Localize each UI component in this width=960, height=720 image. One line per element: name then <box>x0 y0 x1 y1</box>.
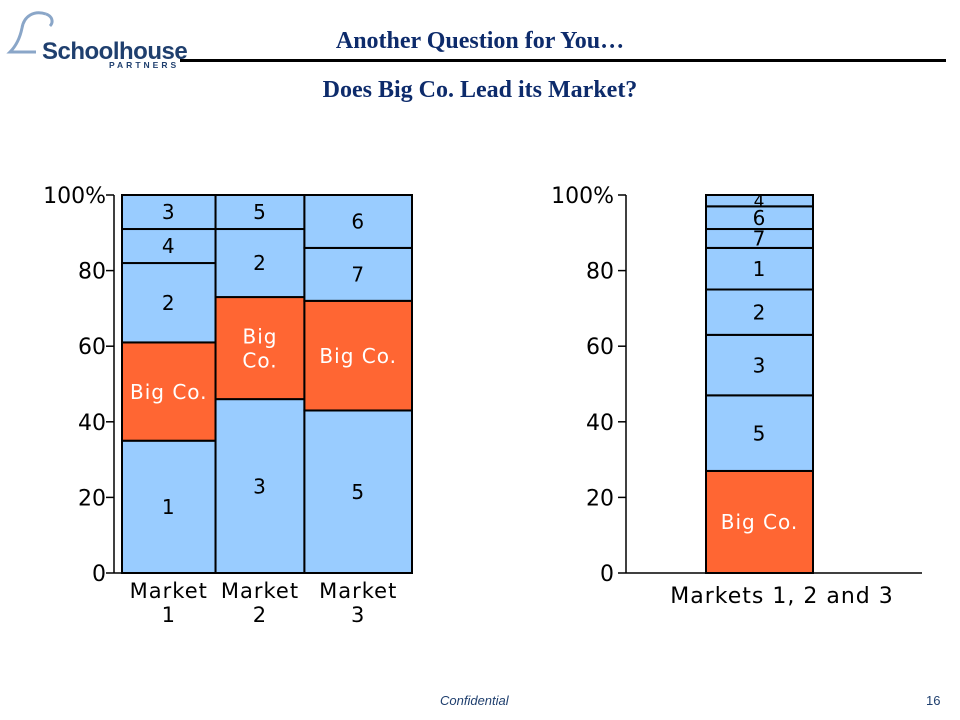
category-label: 3 <box>351 603 365 627</box>
y-tick-label: 100% <box>43 184 106 209</box>
y-tick-label: 80 <box>78 260 106 285</box>
category-label: Market <box>221 579 299 603</box>
logo-subtitle: PARTNERS <box>109 60 180 70</box>
segment-label: 7 <box>753 227 767 251</box>
segment-label: Big <box>242 324 277 348</box>
segment-label: 2 <box>753 300 767 324</box>
segment-label: 3 <box>253 474 267 498</box>
segment-label: 7 <box>351 263 365 287</box>
category-label: 2 <box>253 603 267 627</box>
segment-label: 2 <box>162 291 176 315</box>
y-tick-label: 80 <box>586 260 614 285</box>
big-co-segment <box>121 341 217 442</box>
segment-label: 6 <box>753 206 767 230</box>
y-tick-label: 20 <box>78 486 106 511</box>
logo-name: Schoolhouse <box>42 38 188 65</box>
segment-label: 5 <box>351 480 365 504</box>
category-label: Market <box>130 579 208 603</box>
y-tick-label: 0 <box>600 562 614 587</box>
y-tick-label: 40 <box>586 411 614 436</box>
segment-label: Big Co. <box>721 510 799 534</box>
competitor-segment <box>303 194 413 249</box>
segment-label: 3 <box>162 200 176 224</box>
segment-label: 4 <box>162 234 176 258</box>
segment-label: 3 <box>753 353 767 377</box>
header-rule <box>180 59 946 62</box>
page-number: 16 <box>926 693 941 708</box>
segment-label: 6 <box>351 210 365 234</box>
schoolhouse-partners-logo: Schoolhouse PARTNERS <box>6 6 188 76</box>
segment-label: 2 <box>253 251 267 275</box>
segment-label: 1 <box>753 257 767 281</box>
y-tick-label: 60 <box>586 335 614 360</box>
slide-subtitle: Does Big Co. Lead its Market? <box>322 77 638 103</box>
category-label: 1 <box>162 603 176 627</box>
segment-label: Big Co. <box>319 344 397 368</box>
category-label: Market <box>319 579 397 603</box>
segment-label: Co. <box>242 348 277 372</box>
segment-label: Big Co. <box>130 380 208 404</box>
y-tick-label: 0 <box>92 562 106 587</box>
competitor-segment <box>705 333 814 397</box>
segment-label: 5 <box>753 421 767 445</box>
big-co-segment <box>303 299 413 412</box>
confidential-label: Confidential <box>440 693 509 708</box>
competitor-segment <box>214 194 306 231</box>
competitor-segment <box>705 288 814 336</box>
y-tick-label: 40 <box>78 411 106 436</box>
competitor-segment <box>121 194 217 231</box>
segment-label: 4 <box>754 192 766 212</box>
competitor-segment <box>121 262 217 344</box>
y-tick-label: 60 <box>78 335 106 360</box>
competitor-segment <box>705 194 814 208</box>
y-tick-label: 20 <box>586 486 614 511</box>
slide-title: Another Question for You… <box>335 28 625 54</box>
competitor-segment <box>303 409 413 574</box>
big-co-segment <box>705 469 814 574</box>
segment-label: 5 <box>253 200 267 224</box>
competitor-segment <box>705 394 814 472</box>
segment-label: 1 <box>162 495 176 519</box>
category-label: Markets 1, 2 and 3 <box>670 584 893 609</box>
bell-icon <box>6 11 54 54</box>
competitor-segment <box>705 246 814 291</box>
y-tick-label: 100% <box>551 184 614 209</box>
